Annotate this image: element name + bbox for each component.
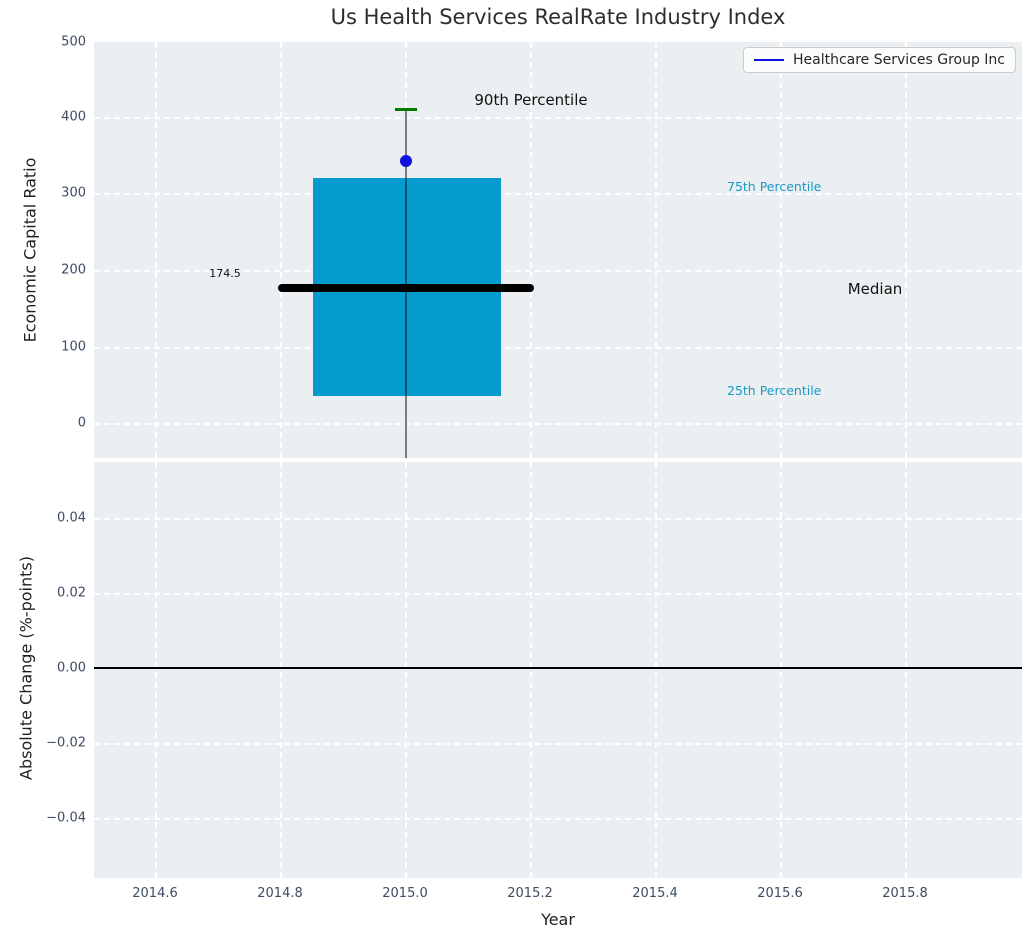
ytick-400: 400 (61, 109, 86, 125)
gridline-v-2015-6 (780, 462, 782, 878)
xtick-2014-8: 2014.8 (257, 886, 303, 901)
legend-label: Healthcare Services Group Inc (792, 52, 1005, 68)
xtick-2015-8: 2015.8 (882, 886, 928, 901)
gridline-h-100 (94, 347, 1022, 349)
gridline-v-2015-8 (905, 462, 907, 878)
chart-title: Us Health Services RealRate Industry Ind… (330, 5, 786, 29)
gridline-h-0-04 (94, 518, 1022, 520)
gridline-v-2014-8 (280, 462, 282, 878)
ytick-200: 200 (61, 262, 86, 278)
ytick-500: 500 (61, 34, 86, 50)
gridline-v-2015-0 (405, 462, 407, 878)
gridline-h-200 (94, 270, 1022, 272)
gridline-v-2015-4 (655, 42, 657, 458)
gridline-h-300 (94, 193, 1022, 195)
zero-change-line (94, 667, 1022, 669)
gridline-v-2015-6 (780, 42, 782, 458)
gridline-h-400 (94, 117, 1022, 119)
gridline-h-0-02 (94, 593, 1022, 595)
xtick-2014-6: 2014.6 (132, 886, 178, 901)
median-line (278, 284, 534, 292)
xtick-2015-2: 2015.2 (507, 886, 553, 901)
ytick-neg-0-02: −0.02 (46, 735, 86, 751)
legend: Healthcare Services Group Inc (742, 47, 1016, 73)
ylabel-absolute-change: Absolute Change (%-points) (16, 556, 36, 780)
gridline-v-2014-6 (155, 42, 157, 458)
gridline-h-neg-0-04 (94, 818, 1022, 820)
ytick-0: 0 (77, 415, 86, 431)
gridline-v-2015-4 (655, 462, 657, 878)
gridline-h-neg-0-02 (94, 743, 1022, 745)
ylabel-economic-capital-ratio: Economic Capital Ratio (20, 157, 40, 343)
gridline-v-2015-2 (530, 462, 532, 878)
annotation-90th-percentile: 90th Percentile (474, 91, 588, 109)
annotation-median: Median (847, 280, 903, 298)
xtick-2015-6: 2015.6 (757, 886, 803, 901)
annotation-25th-percentile: 25th Percentile (727, 383, 822, 398)
ytick-100: 100 (61, 339, 86, 355)
legend-line-icon (753, 59, 784, 61)
xtick-2015-4: 2015.4 (632, 886, 678, 901)
xtick-2015-0: 2015.0 (382, 886, 428, 901)
ytick-300: 300 (61, 185, 86, 201)
axes-absolute-change (94, 462, 1022, 878)
gridline-v-2015-2 (530, 42, 532, 458)
company-data-point (400, 155, 412, 167)
axes-economic-capital-ratio: 90th Percentile 75th Percentile Median 1… (94, 42, 1022, 458)
gridline-h-0 (94, 423, 1022, 425)
xlabel-year: Year (541, 910, 575, 929)
ytick-0-02: 0.02 (57, 585, 86, 601)
gridline-v-2014-6 (155, 462, 157, 878)
gridline-v-2014-8 (280, 42, 282, 458)
gridline-v-2015-8 (905, 42, 907, 458)
annotation-75th-percentile: 75th Percentile (727, 179, 822, 194)
90th-percentile-cap (395, 108, 417, 111)
ytick-0-04: 0.04 (57, 510, 86, 526)
ytick-neg-0-04: −0.04 (46, 810, 86, 826)
annotation-median-value: 174.5 (209, 267, 241, 280)
ytick-0-00: 0.00 (57, 660, 86, 676)
